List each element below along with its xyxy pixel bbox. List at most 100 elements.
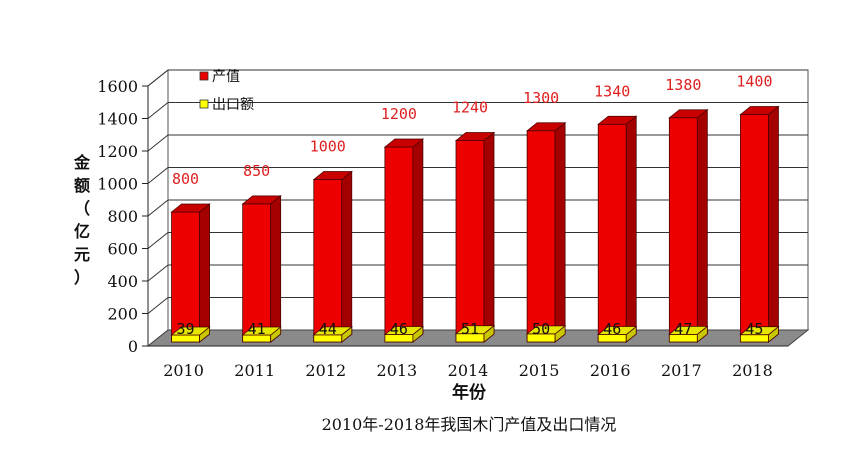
y-tick-label: 200 [107, 305, 138, 324]
legend-swatch [199, 71, 209, 81]
bar-export [454, 324, 496, 343]
bar-export [312, 326, 353, 343]
bar-production-side [270, 195, 282, 343]
y-tick-label: 400 [107, 272, 138, 291]
bar-export-top [383, 326, 425, 335]
bar-production-side [483, 131, 495, 343]
data-label-production: 850 [243, 162, 270, 180]
bar-production [241, 195, 282, 343]
data-label-production: 1340 [594, 82, 630, 100]
bar-production-top [241, 195, 282, 205]
legend-label: 出口额 [212, 97, 254, 113]
bar-export [525, 325, 567, 343]
bar-production-side [199, 203, 210, 343]
x-tick-label: 2011 [234, 361, 275, 380]
bar-production-side [625, 115, 637, 343]
y-tick-label: 1000 [97, 175, 138, 194]
gridline [147, 297, 808, 314]
bar-export [241, 326, 282, 343]
bar-export [170, 326, 211, 343]
bar-production [668, 108, 709, 343]
bar-production [739, 105, 780, 343]
data-label-export: 46 [603, 320, 621, 338]
bar-production-side [341, 170, 353, 343]
bar-production [454, 131, 496, 343]
data-label-production: 1400 [736, 73, 772, 91]
y-axis-label-char: 额 [74, 176, 90, 195]
y-axis-label-char: （ [74, 199, 90, 218]
bar-export-top [739, 326, 780, 336]
bar-export [597, 325, 638, 343]
bar-export-top [312, 326, 353, 336]
x-axis-label: 年份 [452, 382, 487, 403]
gridline [147, 102, 808, 119]
bar-production-front [597, 123, 627, 343]
y-axis-label-char: 元 [74, 245, 90, 264]
gridline [147, 232, 808, 249]
data-label-production: 800 [172, 170, 199, 188]
data-label-export: 46 [390, 320, 408, 338]
bar-production [170, 203, 211, 343]
bar-production-front [455, 140, 485, 343]
gridline [147, 167, 808, 184]
bar-export [383, 325, 425, 343]
bar-export-top [170, 326, 211, 336]
y-tick-label: 0 [128, 337, 138, 356]
x-tick-label: 2016 [590, 361, 631, 380]
data-label-production: 1380 [665, 76, 701, 94]
gridline [147, 264, 808, 282]
x-tick-label: 2014 [448, 361, 489, 380]
bar-production-top [668, 109, 709, 119]
y-tick-label: 1600 [97, 77, 138, 96]
bar-production-side [554, 121, 566, 343]
bar-production-front [526, 130, 556, 343]
x-tick-label: 2017 [661, 361, 702, 380]
data-label-export: 50 [532, 320, 550, 338]
bar-production-top [597, 115, 638, 125]
bar-export-top [668, 325, 709, 335]
bar-export-top [454, 325, 496, 335]
y-tick-label: 800 [107, 207, 138, 226]
bar-export-top [525, 325, 567, 335]
y-tick-label: 1200 [97, 142, 138, 161]
bar-production [525, 121, 567, 343]
bar-production-front [313, 179, 343, 343]
bar-production-top [739, 106, 780, 115]
bar-production-side [412, 138, 424, 343]
bar-export [739, 325, 780, 343]
data-label-production: 1000 [310, 138, 346, 156]
bar-production-front [740, 114, 769, 343]
bar-production-top [454, 132, 496, 141]
bar-production-top [312, 171, 353, 180]
bar-production [383, 138, 425, 343]
bar-production-front [668, 117, 698, 343]
y-axis-label-char: 亿 [74, 222, 90, 241]
bar-production-top [383, 138, 425, 148]
data-label-export: 44 [319, 320, 337, 338]
legend-label: 产值 [212, 69, 240, 85]
legend-swatch [199, 99, 209, 109]
bar-production [597, 115, 638, 343]
x-tick-label: 2018 [732, 361, 773, 380]
y-axis-label: 金额 （ 亿元 ） [73, 153, 91, 287]
y-axis-label-char: 金 [73, 153, 91, 172]
gridline [147, 199, 808, 217]
data-label-export: 45 [745, 320, 763, 338]
bar-export [668, 325, 709, 343]
data-label-export: 51 [461, 320, 479, 338]
bar-export-top [597, 326, 638, 335]
bar-production-front [242, 203, 272, 343]
bar-production-top [525, 122, 567, 132]
x-tick-label: 2013 [377, 361, 418, 380]
data-label-export: 41 [248, 320, 266, 338]
y-tick-label: 1400 [97, 110, 138, 129]
bar-export-top [241, 326, 282, 336]
bar-production-side [768, 105, 779, 343]
x-tick-label: 2010 [163, 361, 204, 380]
x-tick-label: 2015 [519, 361, 560, 380]
data-label-production: 1200 [381, 105, 417, 123]
y-axis-label-char: ） [74, 268, 90, 287]
